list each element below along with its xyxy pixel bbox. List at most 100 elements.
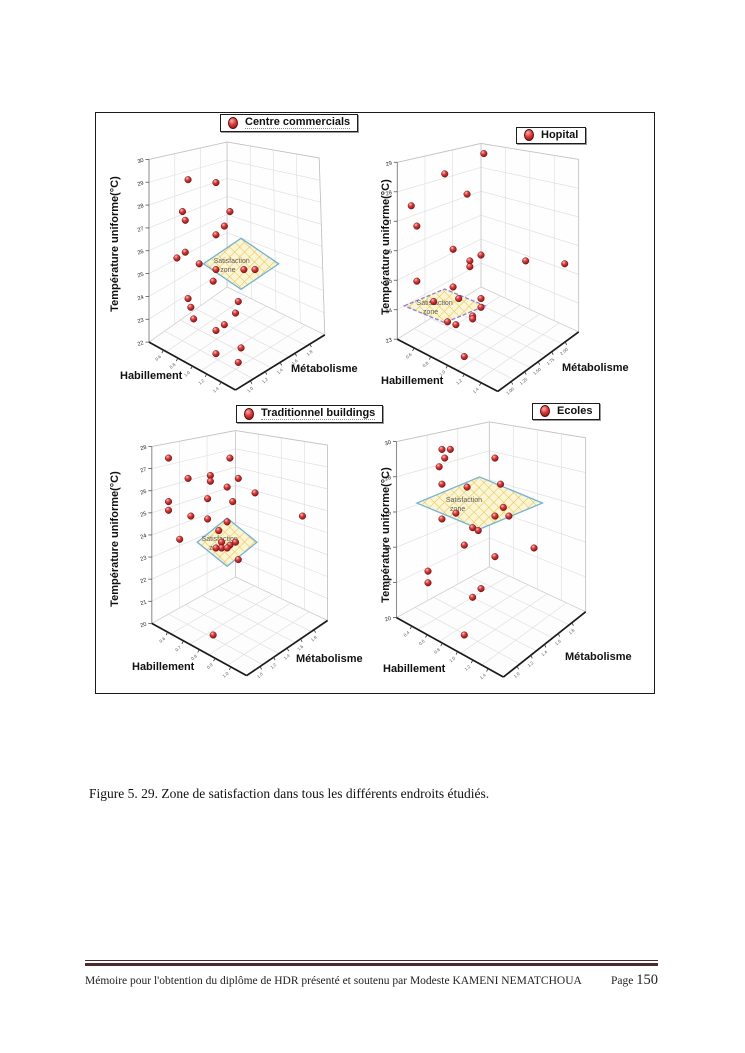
svg-text:1.8: 1.8 — [568, 627, 576, 635]
svg-text:22: 22 — [140, 577, 148, 585]
legend-label: Traditionnel buildings — [261, 407, 376, 420]
svg-text:1.0: 1.0 — [183, 370, 191, 378]
svg-text:0.6: 0.6 — [154, 354, 162, 362]
svg-text:0.8: 0.8 — [433, 647, 441, 655]
figure-caption: Figure 5. 29. Zone de satisfaction dans … — [89, 785, 490, 801]
svg-text:28: 28 — [140, 445, 148, 453]
svg-text:zone: zone — [450, 506, 465, 513]
legend-label: Hopital — [541, 129, 579, 141]
plot-canvas-3d: Satisfaction zone 20 22 24 26 28 30 0.4 0.6 0.8 1.0… — [375, 403, 654, 693]
svg-text:1.8: 1.8 — [310, 634, 318, 642]
svg-text:0.8: 0.8 — [190, 653, 198, 661]
plot-traditionnel-buildings: Traditionnel buildings Température unifo… — [96, 403, 384, 693]
plot-canvas-3d: Satisfactionzone232425262728290.60.81.01… — [375, 113, 654, 403]
svg-text:26: 26 — [385, 249, 393, 257]
svg-text:1.2: 1.2 — [464, 664, 472, 672]
page-footer: Mémoire pour l'obtention du diplôme de H… — [85, 972, 658, 989]
x-axis-label: Habillement — [381, 375, 444, 387]
svg-text:Satisfaction: Satisfaction — [214, 258, 250, 265]
svg-text:30: 30 — [137, 158, 145, 166]
scatter-point-icon — [540, 405, 550, 417]
svg-text:1.2: 1.2 — [197, 378, 205, 386]
svg-text:1.4: 1.4 — [472, 386, 480, 394]
svg-text:30: 30 — [384, 440, 392, 448]
svg-text:1.0: 1.0 — [513, 671, 521, 679]
svg-text:21: 21 — [140, 599, 148, 607]
svg-text:0.9: 0.9 — [206, 662, 214, 670]
svg-text:1.2: 1.2 — [527, 660, 535, 668]
svg-text:23: 23 — [137, 317, 145, 325]
svg-text:22: 22 — [137, 340, 145, 348]
svg-text:1.4: 1.4 — [276, 367, 284, 375]
legend-label: Centre commercials — [245, 116, 351, 129]
z-axis-label: Métabolisme — [562, 362, 629, 374]
svg-text:27: 27 — [140, 467, 148, 475]
svg-text:28: 28 — [137, 203, 145, 211]
svg-text:1.4: 1.4 — [479, 672, 487, 680]
z-axis-label: Métabolisme — [291, 363, 358, 375]
svg-text:24: 24 — [137, 295, 145, 303]
svg-text:1.0: 1.0 — [256, 671, 264, 679]
svg-text:zone: zone — [423, 309, 438, 316]
legend-box: Centre commercials — [220, 114, 359, 132]
svg-text:1.25: 1.25 — [519, 376, 529, 386]
svg-text:23: 23 — [140, 555, 148, 563]
svg-text:25: 25 — [140, 511, 148, 519]
svg-text:26: 26 — [140, 489, 148, 497]
x-axis-label: Habillement — [383, 663, 446, 675]
legend-box: Traditionnel buildings — [236, 405, 384, 423]
svg-text:25: 25 — [137, 272, 145, 280]
svg-text:27: 27 — [137, 226, 145, 234]
svg-text:1.50: 1.50 — [532, 366, 542, 376]
svg-text:2.00: 2.00 — [559, 346, 569, 356]
svg-text:1.0: 1.0 — [246, 385, 254, 393]
legend-box: Ecoles — [532, 403, 601, 420]
svg-text:28: 28 — [385, 190, 393, 198]
plot-ecoles: Ecoles Température uniforme(°C) Habillem… — [375, 403, 654, 693]
z-axis-label: Métabolisme — [296, 653, 363, 665]
svg-text:1.2: 1.2 — [261, 376, 269, 384]
svg-text:20: 20 — [140, 622, 148, 630]
legend-label: Ecoles — [557, 405, 593, 417]
svg-text:1.00: 1.00 — [505, 386, 515, 396]
svg-text:1.6: 1.6 — [554, 638, 562, 646]
svg-text:26: 26 — [137, 249, 145, 257]
legend-box: Hopital — [516, 127, 587, 144]
svg-text:1.75: 1.75 — [546, 356, 556, 366]
svg-text:24: 24 — [140, 533, 148, 541]
figure-box: Centre commercials Température uniforme(… — [95, 112, 655, 694]
svg-text:zone: zone — [220, 267, 235, 274]
svg-text:28: 28 — [384, 475, 392, 483]
svg-text:22: 22 — [384, 581, 392, 589]
svg-text:0.6: 0.6 — [418, 638, 426, 646]
svg-text:0.4: 0.4 — [402, 630, 410, 638]
svg-text:0.8: 0.8 — [169, 362, 177, 370]
svg-text:1.0: 1.0 — [448, 655, 456, 663]
svg-text:1.8: 1.8 — [306, 349, 314, 357]
svg-text:29: 29 — [385, 160, 393, 168]
svg-text:29: 29 — [137, 180, 145, 188]
svg-text:1.4: 1.4 — [283, 653, 291, 661]
svg-text:20: 20 — [384, 616, 392, 624]
scatter-point-icon — [228, 116, 238, 129]
svg-text:24: 24 — [385, 308, 393, 316]
plot-hopital: Hopital Température uniforme(°C) Habille… — [375, 113, 654, 403]
svg-text:1.2: 1.2 — [269, 662, 277, 670]
svg-text:0.6: 0.6 — [405, 351, 413, 359]
scatter-point-icon — [524, 129, 534, 141]
svg-text:0.8: 0.8 — [422, 360, 430, 368]
svg-text:1.4: 1.4 — [540, 649, 548, 657]
plot-canvas-3d: Satisfaction zone 22 23 24 25 26 27 28 29 30 0.6 0.8… — [96, 113, 375, 403]
svg-text:26: 26 — [384, 510, 392, 518]
plot-centre-commercials: Centre commercials Température uniforme(… — [96, 113, 375, 403]
footer-separator — [85, 960, 658, 966]
svg-text:25: 25 — [385, 278, 393, 286]
svg-text:1.6: 1.6 — [296, 643, 304, 651]
z-axis-label: Métabolisme — [565, 651, 632, 663]
svg-text:0.7: 0.7 — [174, 644, 182, 652]
page-number: Page 150 — [611, 972, 658, 988]
x-axis-label: Habillement — [120, 370, 183, 382]
plot-canvas-3d: Satisfactionzone2021222324252627280.60.7… — [96, 403, 375, 693]
svg-text:Satisfaction: Satisfaction — [446, 497, 482, 504]
